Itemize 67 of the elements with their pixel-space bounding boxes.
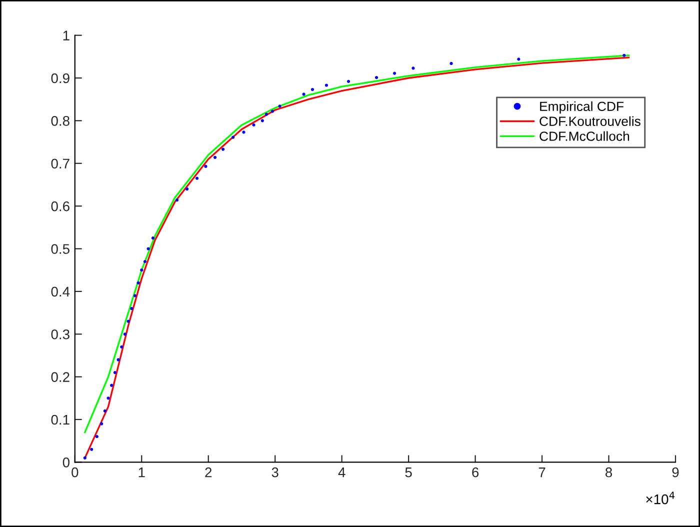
point	[133, 294, 137, 298]
x-tick-label: 7	[538, 468, 546, 478]
point	[232, 136, 235, 139]
point	[517, 58, 520, 61]
point	[136, 281, 140, 284]
y-tick-label: 0.2	[51, 372, 70, 382]
x-tick-label: 8	[606, 467, 612, 478]
point	[103, 409, 106, 413]
y-tick-label: 0.1	[51, 414, 70, 425]
point	[126, 320, 130, 323]
point	[143, 260, 147, 264]
point	[450, 62, 453, 66]
point	[116, 358, 120, 362]
point	[90, 448, 94, 451]
point	[204, 164, 208, 168]
point	[140, 268, 144, 272]
x-tick-label: 5	[405, 468, 412, 478]
point	[146, 247, 150, 250]
point	[302, 92, 306, 96]
x-tick-label: 3	[272, 467, 278, 478]
point	[130, 306, 134, 310]
point	[195, 176, 199, 180]
y-tick-label: 0.4	[51, 286, 70, 297]
x-tick-label: 0	[72, 467, 78, 478]
point	[260, 119, 264, 122]
point	[310, 88, 314, 92]
y-tick-label: 0.3	[51, 329, 70, 340]
point	[110, 384, 114, 387]
point	[346, 80, 350, 83]
point	[242, 130, 246, 134]
point	[106, 396, 110, 400]
legend-label: Empirical CDF	[540, 101, 624, 114]
point	[374, 76, 378, 80]
point	[264, 112, 268, 116]
x-tick-label: 4	[338, 468, 346, 478]
point	[622, 54, 626, 57]
point	[324, 84, 328, 87]
point	[278, 104, 282, 108]
point	[412, 66, 415, 70]
legend-label: CDF.McCulloch	[540, 131, 630, 141]
point	[95, 435, 98, 438]
x-tick-label: 2	[205, 467, 212, 478]
point	[221, 148, 225, 151]
y-tick-label: 0.5	[51, 244, 70, 254]
point	[213, 156, 217, 159]
x-tick-label: 1	[138, 468, 145, 478]
point	[393, 72, 396, 75]
legend-label: CDF.Koutrouvelis	[540, 116, 640, 126]
point	[113, 370, 116, 374]
point	[185, 187, 189, 191]
y-tick-label: 0.9	[51, 73, 70, 84]
point	[151, 236, 155, 240]
x-tick-label: 6	[472, 467, 479, 478]
y-tick-label: 1	[63, 30, 70, 40]
x-tick-label: 9	[672, 467, 679, 478]
point	[83, 456, 86, 460]
point	[123, 332, 127, 336]
y-tick-label: 0.8	[51, 116, 70, 126]
y-tick-label: 0.6	[51, 201, 70, 212]
y-tick-label: 0	[62, 458, 70, 468]
point	[120, 345, 124, 348]
point	[100, 422, 104, 426]
text: ×10$^{4}$	[646, 492, 675, 504]
point	[252, 123, 256, 127]
point	[270, 110, 274, 113]
point	[175, 198, 179, 202]
y-tick-label: 0.7	[51, 158, 70, 169]
